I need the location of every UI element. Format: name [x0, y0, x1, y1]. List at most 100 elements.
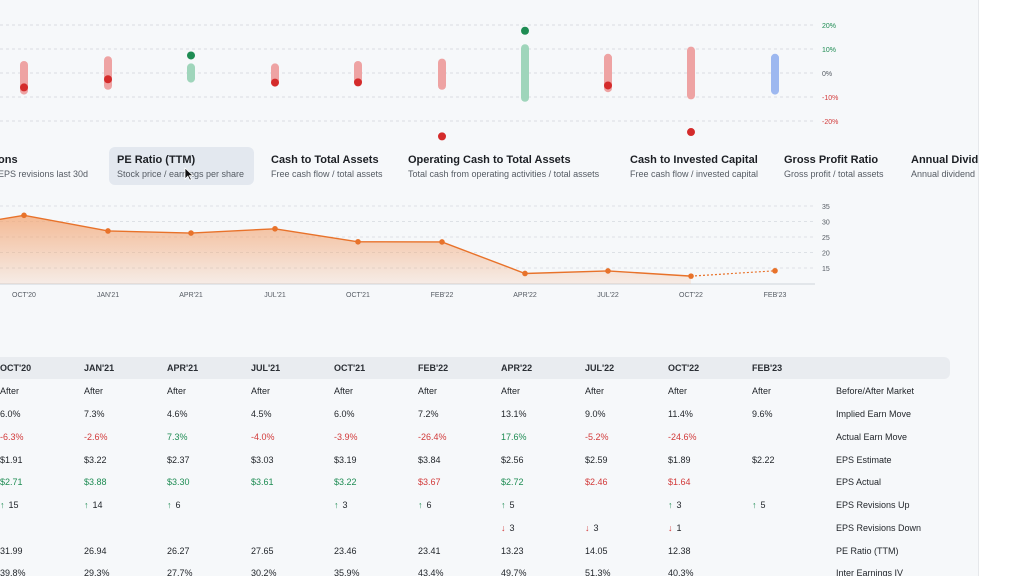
table-cell: After [334, 385, 353, 397]
table-cell: $1.91 [0, 454, 23, 466]
cell-value: 5 [509, 500, 515, 510]
arrow-up-icon: ↑ [334, 500, 339, 510]
cell-value: 4.5% [251, 409, 272, 419]
row-label: EPS Estimate [836, 455, 892, 465]
table-cell: $3.84 [418, 454, 441, 466]
row-label: PE Ratio (TTM) [836, 546, 899, 556]
table-cell: -24.6% [668, 431, 697, 443]
pe-data-point [188, 230, 194, 236]
cell-value: 26.94 [84, 546, 107, 556]
table-cell: $2.72 [501, 476, 524, 488]
row-label: Inter Earnings IV [836, 568, 904, 576]
table-cell: -4.0% [251, 431, 275, 443]
cell-value: $3.61 [251, 477, 274, 487]
cell-value: 17.6% [501, 432, 527, 442]
cell-value: $3.84 [418, 455, 441, 465]
actual-move-dot [20, 83, 28, 92]
row-label: EPS Revisions Up [836, 500, 910, 510]
cell-value: -6.3% [0, 432, 24, 442]
pe-area-fill [0, 215, 691, 284]
tab-gross-profit-ratio[interactable]: Gross Profit Ratio Gross profit / total … [776, 147, 892, 185]
table-cell: 27.65 [251, 545, 274, 557]
column-header: FEB'22 [418, 363, 449, 373]
arrow-up-icon: ↑ [668, 500, 673, 510]
pe-data-point [355, 238, 361, 245]
cell-value: -26.4% [418, 432, 447, 442]
tab-subtitle: Stock price / earnings per share [117, 169, 245, 179]
pe-data-point [105, 228, 111, 234]
expected-move-range-bar [521, 44, 529, 102]
table-cell: 27.7% [167, 567, 193, 576]
table-cell: ↑ 5 [501, 499, 515, 511]
table-cell: 23.46 [334, 545, 357, 557]
table-cell: ↓ 1 [668, 522, 682, 534]
table-cell: ↑ 6 [418, 499, 432, 511]
tab-operating-cash-to-total-assets[interactable]: Operating Cash to Total Assets Total cas… [400, 147, 607, 185]
cell-value: After [585, 386, 605, 396]
arrow-up-icon: ↑ [84, 500, 89, 510]
cell-value: 5 [760, 500, 766, 510]
y-tick-label: 35 [822, 204, 830, 211]
table-cell: 35.9% [334, 567, 360, 576]
cell-value: 14 [92, 500, 103, 510]
tab-cash-to-invested-capital[interactable]: Cash to Invested Capital Free cash flow … [622, 147, 766, 185]
cell-value: 31.99 [0, 546, 23, 556]
pe-data-point [272, 225, 278, 232]
cell-value: After [334, 386, 354, 396]
table-cell: After [84, 385, 103, 397]
cell-value: -3.9% [334, 432, 358, 442]
cell-value: 4.6% [167, 409, 188, 419]
arrow-up-icon: ↑ [0, 500, 5, 510]
table-cell: 13.1% [501, 408, 527, 420]
actual-move-dot [354, 78, 362, 87]
y-tick-label: 0% [822, 71, 832, 78]
table-cell: 49.7% [501, 567, 527, 576]
table-cell: $2.59 [585, 454, 608, 466]
cell-value: 49.7% [501, 568, 527, 576]
table-cell: $3.03 [251, 454, 274, 466]
cell-value: 6 [426, 500, 432, 510]
tab-title: Annual Divide [911, 154, 978, 166]
tab-pe-ratio[interactable]: PE Ratio (TTM) Stock price / earnings pe… [109, 147, 254, 185]
mouse-cursor-icon [184, 167, 194, 181]
y-tick-label: 25 [822, 235, 830, 242]
table-cell: ↑ 5 [752, 499, 766, 511]
table-header-row [0, 357, 950, 379]
cell-value: 43.4% [418, 568, 444, 576]
cell-value: 6.0% [334, 409, 355, 419]
tab-annual-dividend[interactable]: Annual Divide Annual dividend [903, 147, 978, 185]
table-cell: 9.6% [752, 408, 773, 420]
cell-value: After [501, 386, 521, 396]
table-cell: After [0, 385, 19, 397]
table-cell: After [251, 385, 270, 397]
cell-value: 3 [342, 500, 348, 510]
arrow-up-icon: ↑ [418, 500, 423, 510]
table-cell: 30.2% [251, 567, 277, 576]
table-cell: 11.4% [668, 408, 693, 420]
cell-value: 27.65 [251, 546, 274, 556]
table-cell: $3.22 [84, 454, 107, 466]
table-cell: 23.41 [418, 545, 441, 557]
column-header: OCT'21 [334, 363, 366, 373]
column-header: JAN'21 [84, 363, 115, 373]
arrow-up-icon: ↑ [752, 500, 757, 510]
table-cell: 4.6% [167, 408, 188, 420]
cell-value: 29.3% [84, 568, 110, 576]
actual-move-dot [438, 132, 446, 141]
cell-value: $2.37 [167, 455, 190, 465]
expected-move-range-bar [687, 46, 695, 100]
table-cell: $2.56 [501, 454, 524, 466]
scrollbar-area[interactable] [978, 0, 1024, 576]
cell-value: 13.1% [501, 409, 527, 419]
cell-value: 39.8% [0, 568, 26, 576]
cell-value: $3.19 [334, 455, 357, 465]
cell-value: $3.22 [334, 477, 357, 487]
tab-cash-to-total-assets[interactable]: Cash to Total Assets Free cash flow / to… [263, 147, 391, 185]
cell-value: 30.2% [251, 568, 277, 576]
table-cell: ↓ 3 [501, 522, 515, 534]
table-cell: After [668, 385, 687, 397]
cell-value: 6 [175, 500, 181, 510]
column-header: JUL'22 [585, 363, 615, 373]
tab-eps-revisions[interactable]: ons EPS revisions last 30d [0, 147, 96, 185]
table-cell: After [585, 385, 604, 397]
